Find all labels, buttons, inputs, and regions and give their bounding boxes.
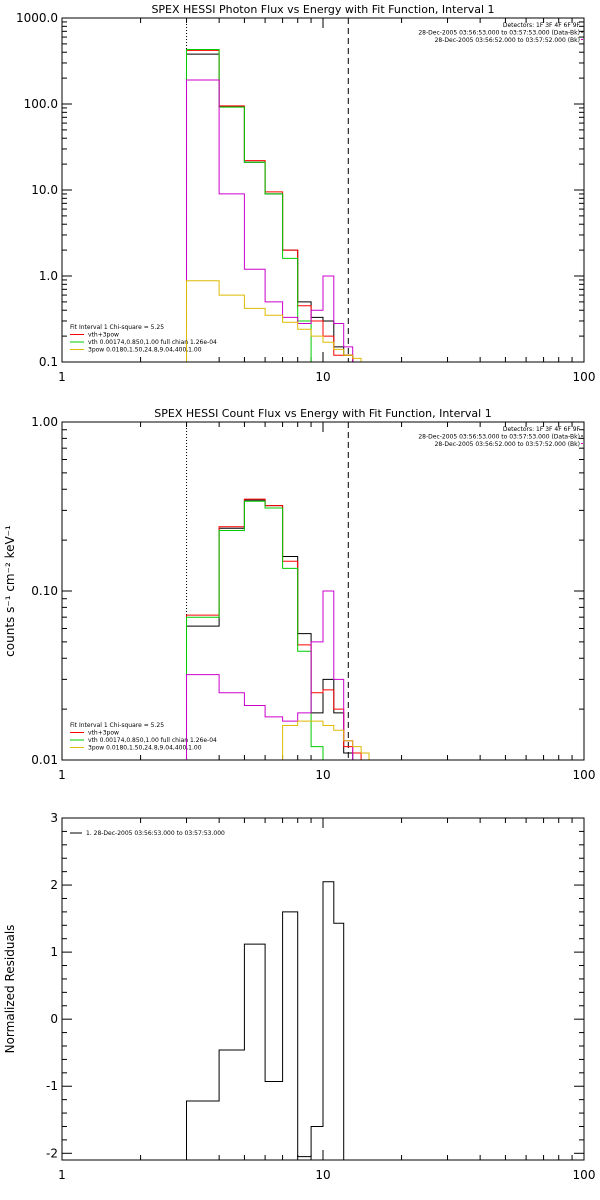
series-2-line — [186, 498, 369, 761]
info-line: 28-Dec-2005 03:56:53.000 to 03:57:53.000… — [418, 30, 580, 37]
y-tick-label: 100.0 — [24, 97, 58, 111]
y-tick-label: 1000.0 — [16, 11, 58, 25]
legend-entry: 3pow 0.0180,1.50,24.8,9.04,400,1.00 — [88, 347, 202, 354]
series-3-line — [186, 500, 334, 761]
y-tick-label: 3 — [50, 811, 58, 825]
y-axis-label: Normalized Residuals — [3, 925, 17, 1054]
x-tick-label: 100 — [573, 370, 596, 384]
y-tick-label: 1.0 — [39, 269, 58, 283]
y-tick-label: 1.00 — [31, 415, 58, 429]
series-1-line — [186, 499, 362, 761]
series-4-line — [186, 590, 354, 760]
y-tick-label: 0.10 — [31, 584, 58, 598]
y-tick-label: 1 — [50, 945, 58, 959]
plot-frame — [61, 17, 585, 363]
info-line: 28-Dec-2005 03:56:52.000 to 03:57:52.000… — [435, 441, 580, 448]
panel-1: SPEX HESSI Photon Flux vs Energy with Fi… — [16, 3, 595, 384]
y-tick-label: 10.0 — [31, 183, 58, 197]
panel-2: SPEX HESSI Count Flux vs Energy with Fit… — [3, 407, 595, 782]
info-line: 28-Dec-2005 03:56:52.000 to 03:57:52.000… — [435, 37, 580, 44]
y-tick-label: -2 — [46, 1146, 58, 1160]
series-4-line — [186, 79, 354, 362]
legend-entry: vth 0.00174,0.850,1.00 full chian 1.26e-… — [88, 339, 217, 346]
legend-header: Fit Interval 1 Chi-square = 5.25 — [70, 324, 164, 331]
y-tick-label: -1 — [46, 1079, 58, 1093]
series-1-line — [186, 53, 369, 363]
legend-entry: vth+3pow — [88, 332, 119, 339]
x-tick-label: 1 — [58, 1168, 66, 1182]
legend-entry: 3pow 0.0180,1.50,24.8,9.04,400,1.00 — [88, 745, 202, 752]
x-tick-label: 100 — [573, 768, 596, 782]
legend-entry: vth+3pow — [88, 730, 119, 737]
info-line: Detectors: 1F 3F 4F 6F 9F — [503, 426, 581, 433]
x-tick-label: 100 — [573, 1168, 596, 1182]
y-axis-label: counts s⁻¹ cm⁻² keV⁻¹ — [3, 525, 17, 657]
x-tick-label: 1 — [58, 768, 66, 782]
chart-title: SPEX HESSI Count Flux vs Energy with Fit… — [154, 407, 491, 420]
legend-entry: 1. 28-Dec-2005 03:56:53.000 to 03:57:53.… — [86, 830, 225, 837]
chart-title: SPEX HESSI Photon Flux vs Energy with Fi… — [151, 3, 494, 16]
x-tick-label: 10 — [315, 1168, 330, 1182]
y-tick-label: 0.01 — [31, 753, 58, 767]
y-tick-label: 0.1 — [39, 355, 58, 369]
panel-3: 1 10 100 -2 -1 0 1 2 3 Normalized Residuals 1. 28-… — [3, 811, 595, 1182]
plot-frame — [61, 817, 585, 1161]
series-3-line — [186, 49, 334, 363]
legend-entry: vth 0.00174,0.850,1.00 full chian 1.26e-… — [88, 737, 217, 744]
series-1-line — [186, 881, 345, 1160]
y-tick-label: 2 — [50, 878, 58, 892]
plot-frame — [61, 421, 585, 761]
series-5-line — [186, 280, 369, 363]
legend-header: Fit Interval 1 Chi-square = 5.25 — [70, 722, 164, 729]
y-tick-label: 0 — [50, 1012, 58, 1026]
x-tick-label: 10 — [315, 370, 330, 384]
info-line: Detectors: 1F 3F 4F 6F 9F — [503, 22, 581, 29]
x-tick-label: 1 — [58, 370, 66, 384]
x-tick-label: 10 — [315, 768, 330, 782]
info-line: 28-Dec-2005 03:56:53.000 to 03:57:53.000… — [418, 434, 580, 441]
